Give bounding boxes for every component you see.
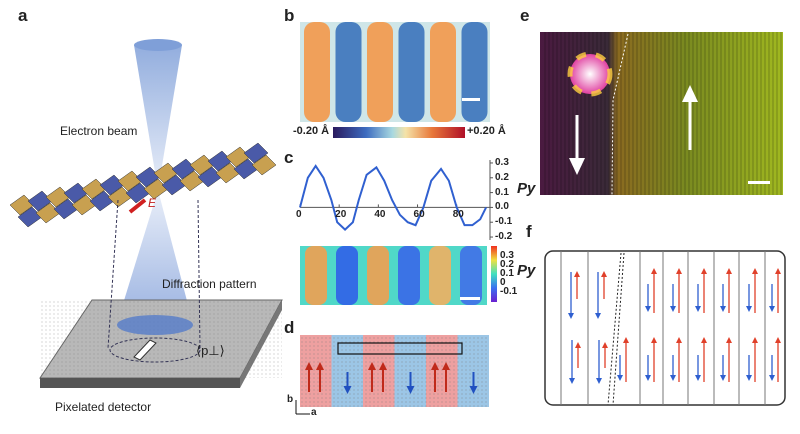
field-arrow-icon [128,198,147,214]
map-stripe [398,246,420,305]
displacement-map [300,22,490,122]
py-map [300,246,487,305]
y-tick-label: 0.0 [495,201,509,213]
panel-label-d: d [284,318,295,337]
colorbar-b [333,127,465,138]
panel-label-c: c [284,148,294,167]
colorbar-tick-label: 0.1 [500,268,514,279]
scale-bar-c [460,297,480,300]
pixelated-detector [39,299,283,388]
map-stripe [429,246,451,305]
py-colorbar-label: Py [517,262,536,279]
polarization-label: ⟨p⊥⟩ [196,343,225,358]
y-tick-label: 0.1 [495,186,509,198]
lattice-cell [251,154,277,176]
axes-icon [295,400,310,415]
polarization-arrows-e [569,85,698,175]
x-tick-label: 80 [452,209,464,221]
field-label: E [148,196,157,210]
map-stripe [367,246,389,305]
colorbar-tick-label: 0.3 [500,250,514,261]
panel-label-a: a [18,6,28,25]
axis-b-label: b [287,394,294,405]
detector-label: Pixelated detector [55,400,152,414]
colorbar-tick-label: 0.2 [500,259,514,270]
domain-schematic [300,335,489,407]
crystal-lattice [9,142,277,228]
x-tick-label: 0 [296,209,302,221]
colorbar-tick-label: 0 [500,277,506,288]
stripe [335,22,362,122]
axis-a-label: a [311,407,317,418]
electron-beam-cone [118,39,192,320]
panel-label-e: e [520,6,530,25]
y-tick-label: -0.1 [495,216,513,228]
stripe [398,22,425,122]
x-tick-label: 60 [413,209,425,221]
color-wheel-icon [570,54,610,94]
y-tick-label: 0.3 [495,156,509,168]
stripe [461,22,488,122]
y-tick-label: 0.2 [495,171,509,183]
colorbar-tick-label: -0.1 [500,286,518,297]
scale-bar-b [462,98,480,101]
y-tick-label: -0.2 [495,231,513,243]
panel-label-f: f [526,222,532,241]
stripe [367,22,393,122]
lattice-cell [243,142,269,164]
x-tick-label: 20 [335,209,347,221]
x-tick-label: 40 [374,209,386,221]
stripe [304,22,330,122]
diffraction-pattern-label: Diffraction pattern [162,277,257,291]
py-axis-label: Py [517,180,536,197]
map-stripe [460,246,482,305]
scale-bar-e [748,181,770,184]
electron-beam-label: Electron beam [60,124,138,138]
colorbar-max: +0.20 Å [467,125,506,137]
stripe [430,22,456,122]
panel-label-b: b [284,6,295,25]
map-stripe [305,246,327,305]
py-line-plot [299,160,493,240]
map-stripe [336,246,358,305]
colorbar-c [491,246,497,302]
polarization-arrow-icon [133,339,157,361]
domain-wall [607,252,625,406]
unit-cell-box [337,342,463,355]
dipole-schematic [544,250,786,406]
dipole-grid [560,251,781,406]
colorbar-min: -0.20 Å [293,125,330,137]
